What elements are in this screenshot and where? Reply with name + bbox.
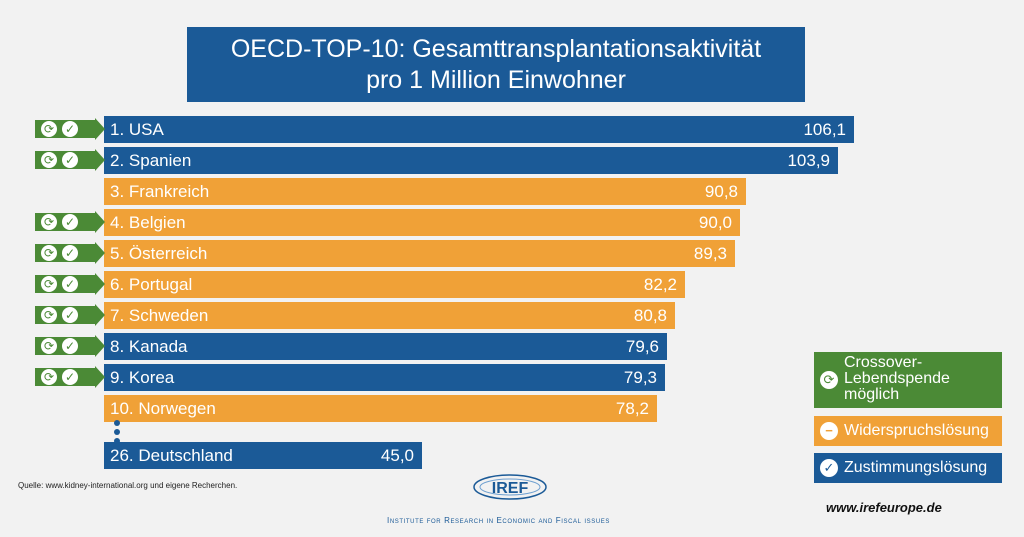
chart-title-line-2: pro 1 Million Einwohner (366, 65, 626, 94)
check-circle-icon: ✓ (820, 459, 838, 477)
bar-6: 7. Schweden 80,8 (104, 302, 675, 329)
bar-value-1: 103,9 (787, 151, 830, 170)
bar-label-4: 5. Österreich (110, 244, 208, 263)
refresh-icon: ⟳ (41, 338, 57, 354)
refresh-icon: ⟳ (820, 371, 838, 389)
bar-label-7: 8. Kanada (110, 337, 188, 356)
iref-logo: IREF (473, 474, 547, 500)
crossover-marker-8: ⟳ ✓ (35, 366, 105, 388)
crossover-marker-4: ⟳ ✓ (35, 242, 105, 264)
chart-title-line-1: OECD-TOP-10: Gesamttransplantationsaktiv… (230, 34, 762, 63)
bar-value-10: 45,0 (380, 446, 414, 465)
crossover-marker-3: ⟳ ✓ (35, 211, 105, 233)
bar-8: 9. Korea 79,3 (104, 364, 665, 391)
arrow-right-icon (95, 335, 105, 357)
bar-10: 26. Deutschland 45,0 (104, 442, 422, 469)
bar-value-8: 79,3 (623, 368, 657, 387)
bar-value-9: 78,2 (615, 399, 649, 418)
legend-crossover-line-3: möglich (844, 386, 900, 403)
bar-label-0: 1. USA (110, 120, 164, 139)
arrow-right-icon (95, 242, 105, 264)
crossover-marker-7: ⟳ ✓ (35, 335, 105, 357)
bar-label-1: 2. Spanien (110, 151, 192, 170)
arrow-right-icon (95, 211, 105, 233)
crossover-marker-5: ⟳ ✓ (35, 273, 105, 295)
legend-crossover-line-2: Lebendspende (844, 370, 950, 387)
crossover-marker-0: ⟳ ✓ (35, 118, 105, 140)
check-circle-icon: ✓ (62, 276, 78, 292)
bar-value-7: 79,6 (625, 337, 659, 356)
bar-4: 5. Österreich 89,3 (104, 240, 735, 267)
bar-label-9: 10. Norwegen (110, 399, 216, 418)
bar-label-10: 26. Deutschland (110, 446, 233, 465)
check-circle-icon: ✓ (62, 245, 78, 261)
legend-crossover-line-1: Crossover- (844, 354, 923, 371)
check-circle-icon: ✓ (62, 338, 78, 354)
arrow-right-icon (95, 304, 105, 326)
refresh-icon: ⟳ (41, 307, 57, 323)
bar-3: 4. Belgien 90,0 (104, 209, 740, 236)
refresh-icon: ⟳ (41, 276, 57, 292)
iref-logo-text: IREF (492, 480, 529, 497)
bar-label-5: 6. Portugal (110, 275, 193, 294)
arrow-right-icon (95, 149, 105, 171)
bar-value-6: 80,8 (633, 306, 667, 325)
refresh-icon: ⟳ (41, 245, 57, 261)
institute-name: Institute for Research in Economic and F… (387, 516, 610, 525)
bar-label-3: 4. Belgien (110, 213, 186, 232)
bar-7: 8. Kanada 79,6 (104, 333, 667, 360)
legend-zustimmung-label: Zustimmungslösung (844, 459, 988, 476)
check-circle-icon: ✓ (62, 152, 78, 168)
minus-circle-icon: − (820, 422, 838, 440)
legend-item-crossover: ⟳ Crossover- Lebendspende möglich (814, 352, 1002, 408)
ellipsis-dots (114, 420, 122, 444)
check-circle-icon: ✓ (62, 369, 78, 385)
arrow-right-icon (95, 273, 105, 295)
legend-item-widerspruch: − Widerspruchslösung (814, 416, 1002, 446)
check-circle-icon: ✓ (62, 307, 78, 323)
bar-label-2: 3. Frankreich (110, 182, 210, 201)
bar-value-2: 90,8 (704, 182, 738, 201)
bar-value-3: 90,0 (698, 213, 732, 232)
bar-label-6: 7. Schweden (110, 306, 209, 325)
refresh-icon: ⟳ (41, 214, 57, 230)
bar-value-0: 106,1 (803, 120, 846, 139)
bar-value-5: 82,2 (643, 275, 677, 294)
bar-0: 1. USA 106,1 (104, 116, 854, 143)
bar-label-8: 9. Korea (110, 368, 175, 387)
bar-1: 2. Spanien 103,9 (104, 147, 838, 174)
legend-item-zustimmung: ✓ Zustimmungslösung (814, 453, 1002, 483)
source-note: Quelle: www.kidney-international.org und… (18, 481, 238, 490)
crossover-marker-6: ⟳ ✓ (35, 304, 105, 326)
legend-widerspruch-label: Widerspruchslösung (844, 422, 989, 439)
bar-9: 10. Norwegen 78,2 (104, 395, 657, 422)
refresh-icon: ⟳ (41, 121, 57, 137)
refresh-icon: ⟳ (41, 369, 57, 385)
bar-2: 3. Frankreich 90,8 (104, 178, 746, 205)
check-circle-icon: ✓ (62, 214, 78, 230)
chart-title: OECD-TOP-10: Gesamttransplantationsaktiv… (187, 27, 805, 102)
bar-5: 6. Portugal 82,2 (104, 271, 685, 298)
bar-value-4: 89,3 (693, 244, 727, 263)
arrow-right-icon (95, 118, 105, 140)
website-url[interactable]: www.irefeurope.de (826, 500, 942, 515)
refresh-icon: ⟳ (41, 152, 57, 168)
check-circle-icon: ✓ (62, 121, 78, 137)
arrow-right-icon (95, 366, 105, 388)
crossover-marker-1: ⟳ ✓ (35, 149, 105, 171)
